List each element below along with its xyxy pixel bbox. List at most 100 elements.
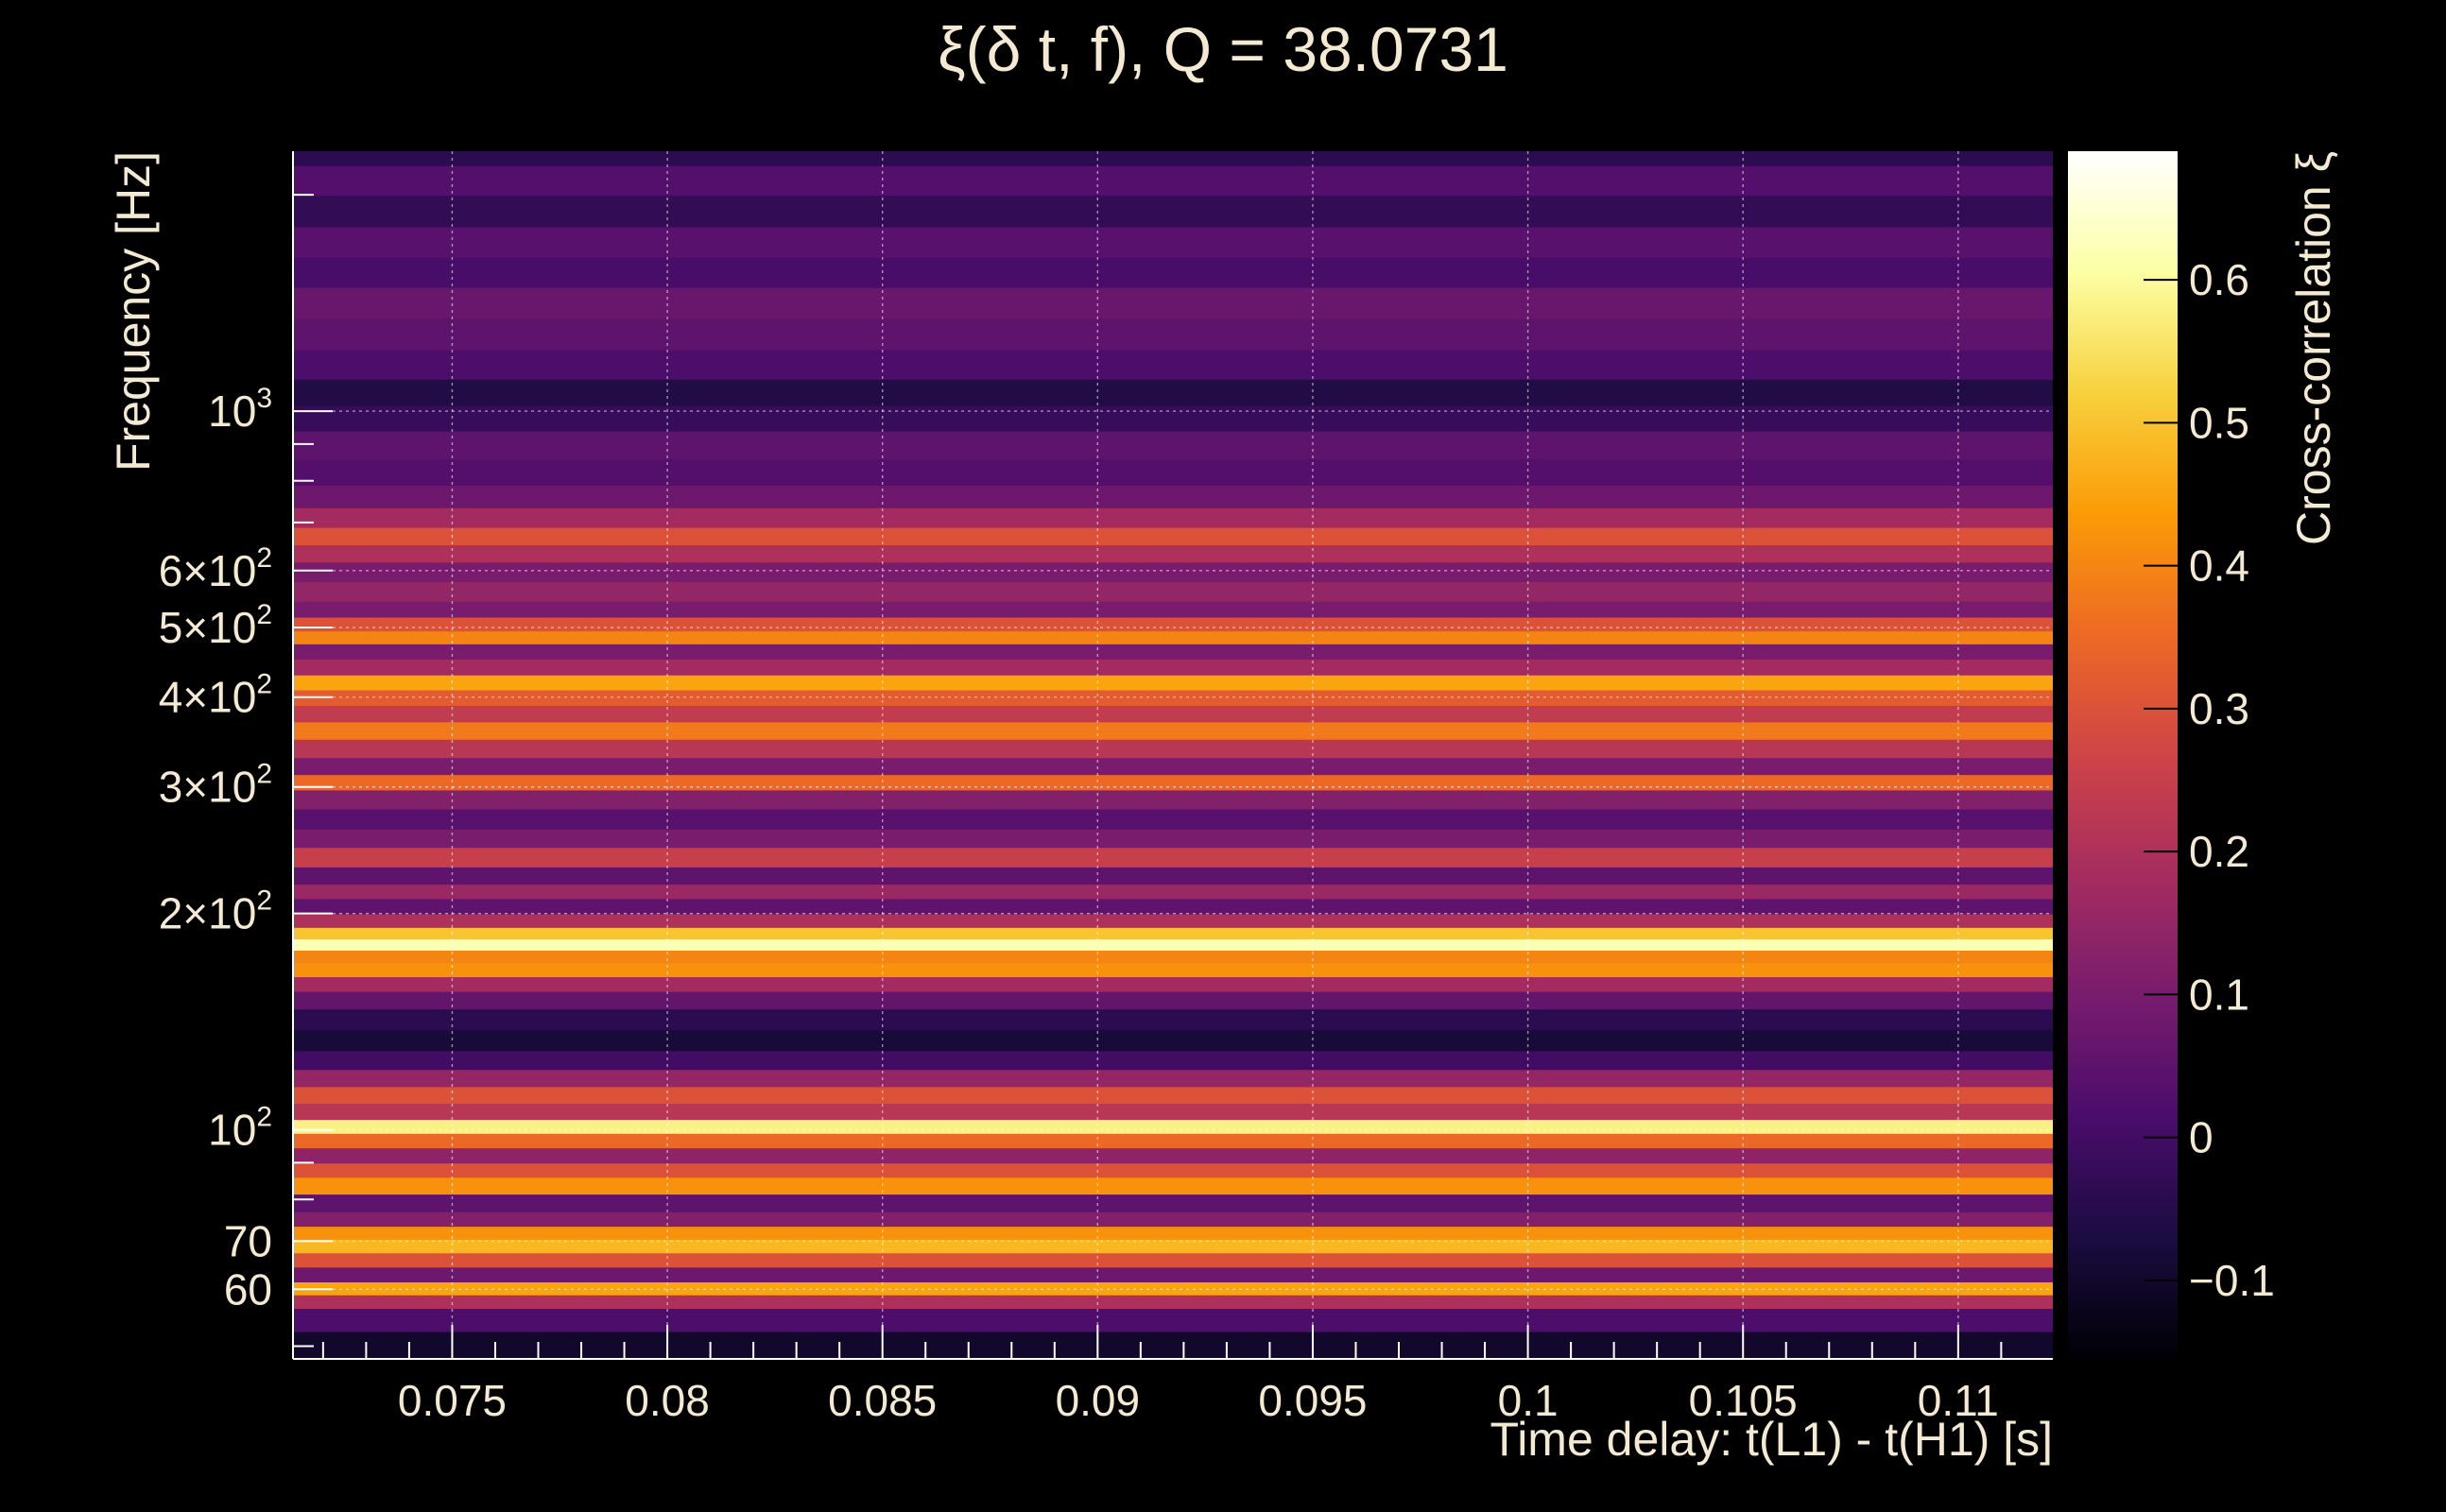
grid-lines xyxy=(293,151,2053,1359)
heatmap-band xyxy=(293,990,2053,1010)
colorbar-label: Cross-correlation ξ xyxy=(2287,151,2340,545)
y-tick-label: 5×102 xyxy=(159,599,272,652)
heatmap-band xyxy=(293,757,2053,776)
heatmap-band xyxy=(293,962,2053,978)
heatmap-band xyxy=(293,1294,2053,1310)
heatmap-band xyxy=(293,938,2053,951)
heatmap-band xyxy=(293,674,2053,691)
heatmap-band xyxy=(293,976,2053,992)
heatmap-band xyxy=(293,507,2053,528)
heatmap-band xyxy=(293,1308,2053,1332)
heatmap-band xyxy=(293,1029,2053,1052)
heatmap-band xyxy=(293,1147,2053,1164)
heatmap-band xyxy=(293,659,2053,676)
heatmap-band xyxy=(293,1281,2053,1296)
heatmap-band xyxy=(293,430,2053,460)
colorbar-tick-label: 0.1 xyxy=(2189,970,2249,1019)
heatmap-band xyxy=(293,867,2053,885)
colorbar-ticks: −0.1 0 0.1 0.2 0.3 0.4 0.5 0.6 xyxy=(2144,255,2275,1305)
heatmap-band xyxy=(293,1226,2053,1240)
heatmap-band xyxy=(293,257,2053,288)
colorbar-tick-label: 0.4 xyxy=(2189,541,2249,591)
heatmap-band xyxy=(293,913,2053,928)
heatmap-band xyxy=(293,286,2053,319)
heatmap-band xyxy=(293,458,2053,486)
heatmap-band xyxy=(293,1119,2053,1134)
y-tick-label: 103 xyxy=(208,383,272,436)
heatmap-band xyxy=(293,226,2053,258)
heatmap-band xyxy=(293,898,2053,915)
heatmap-band xyxy=(293,404,2053,432)
y-tick-label: 70 xyxy=(224,1216,272,1265)
heatmap-band xyxy=(293,884,2053,900)
heatmap-band xyxy=(293,485,2053,508)
heatmap-band xyxy=(293,349,2053,380)
heatmap-band xyxy=(293,544,2053,563)
colorbar-tick-label: 0 xyxy=(2189,1113,2213,1162)
heatmap-band xyxy=(293,738,2053,759)
x-tick-label: 0.08 xyxy=(625,1376,710,1425)
y-axis-label: Frequency [Hz] xyxy=(107,151,160,472)
heatmap-band xyxy=(293,630,2053,644)
heatmap-band xyxy=(293,151,2053,166)
heatmap-band xyxy=(293,195,2053,228)
heatmap-band xyxy=(293,808,2053,830)
heatmap-cells xyxy=(293,151,2053,1359)
heatmap-band xyxy=(293,927,2053,940)
heatmap-band xyxy=(293,705,2053,723)
heatmap-band xyxy=(293,1008,2053,1031)
heatmap-band xyxy=(293,1252,2053,1268)
colorbar-tick-label: 0.2 xyxy=(2189,827,2249,876)
heatmap-band xyxy=(293,950,2053,964)
y-tick-label: 3×102 xyxy=(159,759,272,812)
heatmap-band xyxy=(293,1086,2053,1105)
heatmap-band xyxy=(293,378,2053,406)
heatmap-band xyxy=(293,1177,2053,1195)
y-tick-label: 6×102 xyxy=(159,542,272,595)
y-tick-label: 60 xyxy=(224,1264,272,1314)
x-tick-label: 0.105 xyxy=(1689,1376,1798,1425)
y-tick-label: 2×102 xyxy=(159,885,272,938)
heatmap-band xyxy=(293,721,2053,740)
heatmap-band xyxy=(293,1266,2053,1283)
y-tick-label: 4×102 xyxy=(159,669,272,722)
x-tick-label: 0.095 xyxy=(1258,1376,1367,1425)
heatmap-band xyxy=(293,581,2053,602)
heatmap-band xyxy=(293,1331,2053,1359)
heatmap-band xyxy=(293,1069,2053,1088)
y-tick-label: 102 xyxy=(208,1102,272,1155)
heatmap-band xyxy=(293,1103,2053,1121)
colorbar-tick-label: 0.3 xyxy=(2189,684,2249,733)
heatmap-band xyxy=(293,828,2053,849)
heatmap-band xyxy=(293,847,2053,868)
colorbar-tick-label: 0.5 xyxy=(2189,398,2249,447)
heatmap-band xyxy=(293,600,2053,618)
x-tick-label: 0.085 xyxy=(828,1376,937,1425)
heatmap-band xyxy=(293,789,2053,810)
x-axis-label: Time delay: t(L1) - t(H1) [s] xyxy=(1490,1413,2053,1466)
x-tick-label: 0.075 xyxy=(398,1376,507,1425)
colorbar-tick-label: 0.6 xyxy=(2189,255,2249,304)
heatmap-band xyxy=(293,644,2053,660)
heatmap-band xyxy=(293,165,2053,197)
chart-title: ξ(δ t, f), Q = 38.0731 xyxy=(938,14,1508,84)
heatmap-band xyxy=(293,561,2053,582)
heatmap-band xyxy=(293,1050,2053,1071)
heatmap-band xyxy=(293,1132,2053,1149)
x-tick-label: 0.09 xyxy=(1056,1376,1141,1425)
x-axis-ticks: 0.075 0.08 0.085 0.09 0.095 0.1 0.105 0.11 xyxy=(321,1325,2003,1425)
x-tick-label: 0.1 xyxy=(1498,1376,1559,1425)
heatmap-band xyxy=(293,526,2053,546)
heatmap-band xyxy=(293,318,2053,351)
heatmap-band xyxy=(293,1162,2053,1178)
heatmap-band xyxy=(293,1211,2053,1228)
heatmap-band xyxy=(293,1194,2053,1212)
colorbar xyxy=(2068,151,2178,1359)
heatmap-band xyxy=(293,774,2053,791)
heatmap-band xyxy=(293,1239,2053,1254)
colorbar-tick-label: −0.1 xyxy=(2189,1256,2275,1305)
heatmap-band xyxy=(293,616,2053,632)
x-tick-label: 0.11 xyxy=(1918,1376,1999,1425)
